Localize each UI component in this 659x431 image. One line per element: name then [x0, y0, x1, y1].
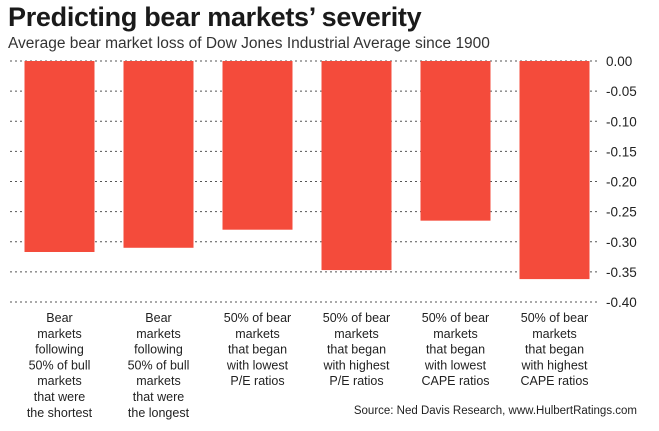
- chart-subtitle: Average bear market loss of Dow Jones In…: [8, 35, 490, 52]
- grid-lines: [10, 60, 598, 303]
- bar: [321, 61, 392, 271]
- y-tick-label: -0.20: [606, 175, 637, 190]
- category-label: Bear markets following 50% of bull markets th…: [128, 311, 190, 420]
- y-tick-label: -0.15: [606, 144, 637, 159]
- y-tick-label: -0.35: [606, 265, 637, 280]
- source-note: Source: Ned Davis Research, www.HulbertR…: [353, 405, 637, 417]
- y-tick-label: -0.40: [606, 295, 637, 310]
- bar: [24, 61, 95, 252]
- category-label: 50% of bear markets that began with lowest P…: [224, 311, 291, 388]
- y-tick-label: -0.25: [606, 205, 637, 220]
- category-label: Bear markets following 50% of bull markets th…: [27, 311, 93, 420]
- bars: [24, 61, 590, 280]
- bar: [222, 61, 293, 230]
- y-axis-ticks: 0.00 -0.05 -0.10 -0.15 -0.20 -0.25 -0.30 -0.35 -…: [606, 54, 637, 310]
- category-label: 50% of bear markets that began with lowest C…: [421, 311, 489, 388]
- y-tick-label: -0.30: [606, 235, 637, 250]
- chart-title: Predicting bear markets’ severity: [8, 2, 422, 32]
- category-label: 50% of bear markets that began with highest…: [322, 311, 390, 388]
- y-tick-label: 0.00: [606, 54, 632, 69]
- y-tick-label: -0.05: [606, 84, 637, 99]
- category-labels: Bear markets following 50% of bull markets th…: [27, 311, 589, 420]
- bar: [519, 61, 590, 280]
- y-tick-label: -0.10: [606, 114, 637, 129]
- bar: [420, 61, 491, 221]
- bar: [123, 61, 194, 248]
- category-label: 50% of bear markets that began with highest…: [520, 311, 588, 388]
